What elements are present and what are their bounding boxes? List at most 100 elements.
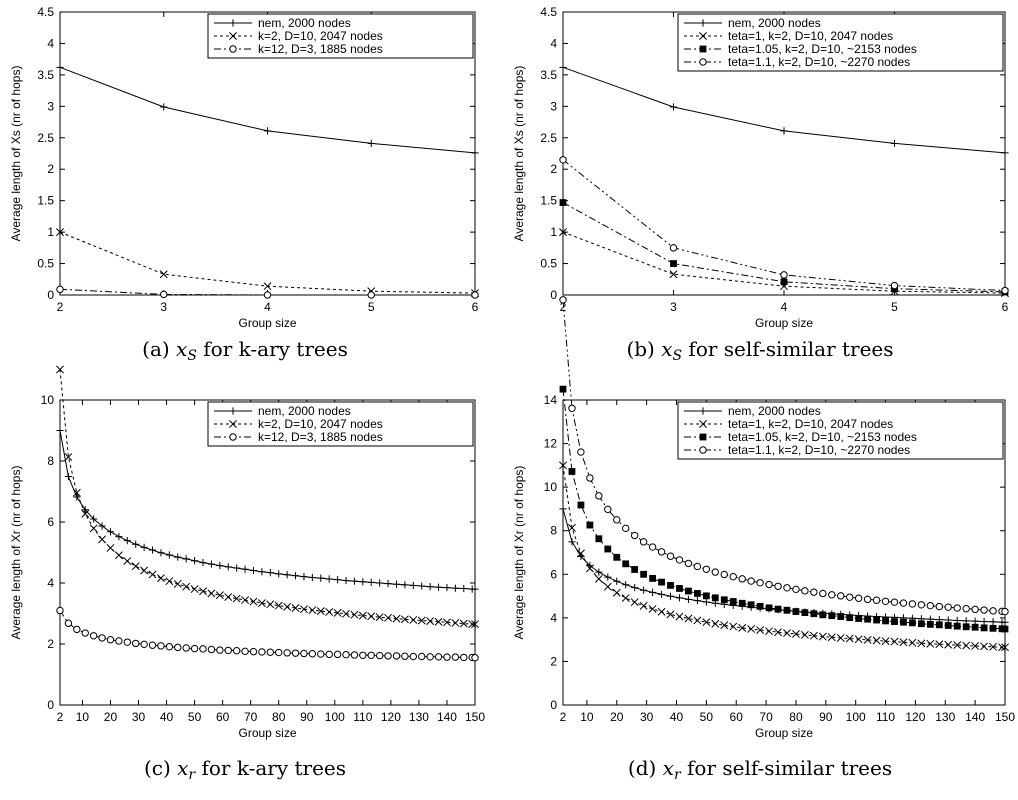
data-point (702, 618, 711, 627)
data-point (159, 270, 168, 279)
data-point (174, 643, 182, 652)
data-point (471, 620, 479, 629)
panel-caption: (a) xS for k-ary trees (142, 337, 348, 364)
series-1 (56, 426, 479, 593)
data-point (384, 613, 393, 622)
data-point (882, 617, 889, 625)
data-point (173, 579, 182, 588)
data-point (1001, 286, 1009, 295)
data-point (106, 636, 115, 644)
data-point (316, 607, 325, 616)
x-tick-label: 6 (472, 300, 479, 314)
panel-caption: (c) xr for k-ary trees (144, 756, 346, 783)
data-point (165, 551, 173, 559)
x-tick-label: 70 (759, 710, 773, 724)
data-point (148, 546, 157, 554)
data-point (720, 596, 728, 604)
data-point (594, 574, 603, 583)
data-point (249, 647, 258, 656)
data-point (854, 594, 863, 602)
data-point (648, 604, 657, 613)
data-point (666, 592, 675, 600)
data-point (291, 649, 300, 657)
data-point (855, 615, 863, 622)
y-tick-label: 2 (47, 162, 54, 176)
data-point (810, 610, 818, 618)
x-axis-label: Group size (238, 726, 296, 740)
data-point (249, 597, 258, 606)
x-tick-label: 20 (610, 710, 624, 724)
data-point (675, 612, 684, 621)
data-point (666, 552, 675, 560)
x-tick-label: 80 (272, 710, 286, 724)
data-point (140, 566, 149, 575)
series-3 (56, 285, 479, 299)
data-point (810, 588, 818, 596)
legend-marker (699, 446, 707, 454)
data-point (434, 617, 443, 626)
data-point (657, 607, 666, 616)
legend-marker (229, 45, 237, 53)
y-tick-label: 10 (41, 393, 55, 407)
x-axis-label: Group size (755, 726, 813, 740)
data-point (426, 617, 435, 626)
data-point (224, 646, 232, 655)
data-point (263, 291, 272, 299)
data-point (675, 556, 684, 564)
data-point (409, 581, 417, 590)
data-point (980, 624, 988, 632)
data-point (846, 593, 854, 601)
y-tick-label: 3 (47, 99, 54, 113)
legend-entry: k=12, D=3, 1885 nodes (258, 430, 383, 444)
data-point (434, 653, 443, 661)
data-point (669, 244, 678, 252)
data-point (944, 622, 952, 629)
data-point (872, 636, 881, 645)
data-point (325, 608, 334, 616)
data-point (216, 562, 224, 570)
x-tick-label: 5 (368, 300, 375, 314)
data-point (401, 652, 409, 660)
series-line (59, 231, 476, 294)
data-point (98, 535, 107, 544)
data-point (266, 648, 275, 656)
x-axis-label: Group size (755, 316, 813, 330)
data-point (612, 588, 621, 597)
data-point (308, 650, 317, 658)
data-point (648, 588, 657, 596)
data-point (971, 623, 979, 631)
data-point (241, 596, 250, 605)
data-point (926, 639, 935, 648)
data-point (720, 570, 728, 579)
data-point (367, 139, 375, 148)
y-tick-label: 4 (47, 576, 54, 590)
data-point (568, 523, 576, 532)
data-point (595, 535, 603, 543)
data-point (675, 594, 684, 602)
data-point (595, 492, 603, 500)
data-point (115, 637, 123, 645)
data-point (401, 581, 409, 589)
data-point (693, 597, 701, 605)
data-point (1001, 643, 1009, 652)
data-point (640, 570, 648, 578)
series-line (562, 66, 1006, 154)
data-point (747, 625, 756, 633)
series-2 (56, 228, 479, 298)
y-tick-label: 8 (550, 524, 557, 538)
data-point (232, 594, 241, 603)
legend-marker (699, 58, 707, 66)
y-tick-label: 3 (550, 99, 557, 113)
x-tick-label: 30 (132, 710, 146, 724)
panel-caption: (b) xS for self-similar trees (626, 337, 893, 364)
y-tick-label: 4 (47, 36, 54, 50)
data-point (765, 627, 774, 636)
data-point (780, 278, 788, 286)
data-point (559, 505, 567, 513)
data-point (630, 531, 639, 540)
data-point (1001, 607, 1009, 616)
data-point (899, 599, 908, 607)
data-point (622, 581, 630, 589)
